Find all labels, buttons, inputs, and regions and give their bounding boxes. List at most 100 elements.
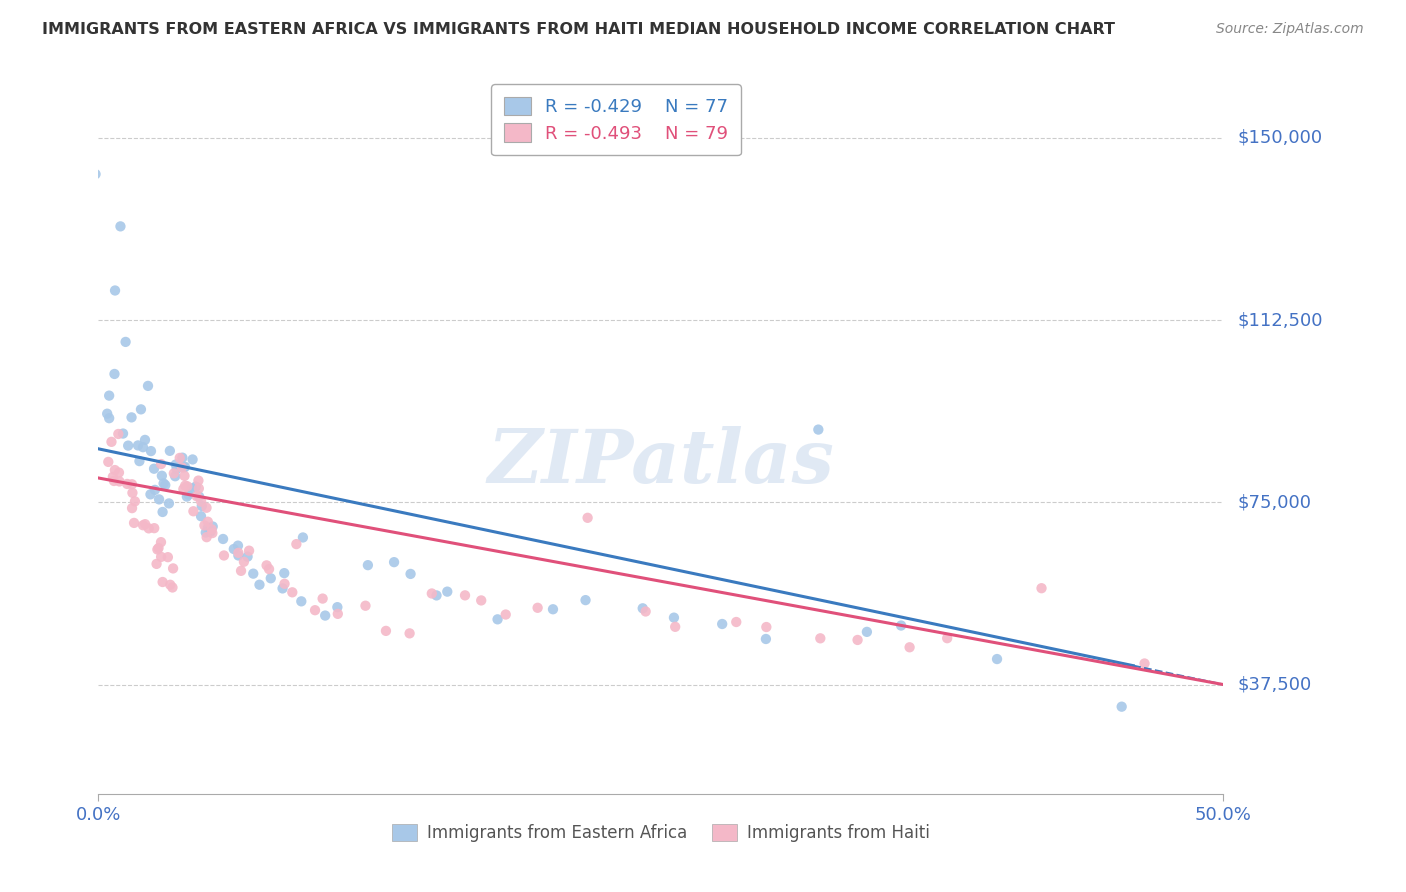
Point (311, 591, 333, 606)
Point (291, 531, 314, 545)
Point (249, 578, 271, 592)
Point (201, 522, 224, 536)
Point (132, 518, 155, 533)
Point (228, 546, 250, 560)
Point (574, 593, 596, 607)
Point (212, 532, 235, 546)
Point (201, 519, 224, 533)
Point (290, 594, 312, 608)
Point (856, 624, 879, 639)
Point (150, 457, 173, 471)
Point (148, 492, 170, 507)
Point (755, 620, 778, 634)
Point (725, 615, 748, 629)
Point (526, 600, 548, 615)
Point (152, 476, 174, 491)
Point (273, 576, 295, 591)
Point (122, 516, 145, 530)
Point (986, 652, 1008, 666)
Point (314, 608, 336, 623)
Point (132, 440, 155, 454)
Point (98, 389, 121, 403)
Point (326, 607, 349, 621)
Point (121, 485, 143, 500)
Point (187, 482, 209, 496)
Point (354, 599, 377, 613)
Point (145, 557, 167, 571)
Point (190, 494, 212, 508)
Point (188, 490, 211, 504)
Text: $75,000: $75,000 (1237, 493, 1312, 511)
Point (162, 561, 184, 575)
Point (374, 624, 396, 638)
Point (238, 543, 260, 558)
Point (576, 511, 599, 525)
Point (112, 426, 135, 441)
Point (143, 521, 166, 535)
Point (139, 444, 162, 458)
Point (662, 610, 685, 624)
Legend: Immigrants from Eastern Africa, Immigrants from Haiti: Immigrants from Eastern Africa, Immigran… (385, 817, 936, 849)
Point (271, 582, 294, 596)
Point (176, 479, 198, 493)
Point (165, 469, 187, 483)
Point (172, 450, 194, 465)
Text: $150,000: $150,000 (1237, 128, 1322, 147)
Point (420, 586, 443, 600)
Point (150, 535, 173, 549)
Point (631, 601, 654, 615)
Point (103, 474, 125, 488)
Point (486, 612, 509, 626)
Point (165, 458, 187, 472)
Point (273, 566, 295, 581)
Point (186, 489, 208, 503)
Point (103, 367, 125, 381)
Point (495, 607, 517, 622)
Point (124, 494, 146, 508)
Point (181, 482, 204, 496)
Point (108, 466, 131, 480)
Point (304, 603, 326, 617)
Text: $112,500: $112,500 (1237, 311, 1323, 329)
Point (222, 541, 245, 556)
Point (664, 620, 686, 634)
Point (184, 480, 207, 494)
Point (159, 443, 181, 458)
Point (242, 566, 264, 581)
Point (898, 640, 921, 655)
Point (260, 571, 283, 585)
Point (194, 525, 217, 540)
Point (121, 501, 143, 516)
Point (257, 562, 280, 576)
Point (121, 410, 143, 425)
Point (169, 450, 191, 465)
Point (755, 632, 778, 646)
Point (104, 284, 127, 298)
Point (173, 460, 195, 475)
Point (159, 578, 181, 592)
Point (236, 549, 259, 564)
Point (187, 474, 209, 488)
Point (114, 334, 136, 349)
Point (181, 452, 204, 467)
Text: ZIPatlas: ZIPatlas (488, 426, 834, 499)
Point (382, 555, 405, 569)
Point (108, 475, 131, 489)
Point (936, 631, 959, 645)
Point (285, 537, 308, 551)
Point (138, 521, 160, 535)
Point (176, 490, 198, 504)
Point (143, 483, 166, 497)
Point (197, 515, 219, 529)
Point (541, 602, 564, 616)
Point (229, 564, 252, 578)
Point (174, 478, 197, 492)
Point (136, 379, 159, 393)
Point (98, 411, 121, 425)
Point (357, 558, 380, 573)
Point (201, 526, 224, 541)
Point (173, 468, 195, 483)
Point (100, 434, 122, 449)
Point (232, 555, 254, 569)
Point (1031, 581, 1053, 595)
